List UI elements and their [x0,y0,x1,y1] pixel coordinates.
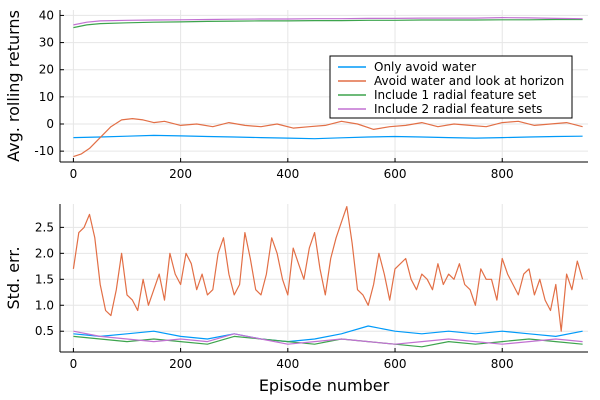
y-tick-label: 1.5 [35,272,54,286]
y-axis-label: Avg. rolling returns [4,10,23,162]
y-tick-label: 10 [39,90,54,104]
std-err-panel: 0 200 400 600 800 0.5 1.0 1.5 2.0 2.5 Std. err. Epi… [4,204,588,395]
x-tick-label: 400 [276,167,299,181]
x-tick-label: 800 [491,357,514,371]
y-tick-label: 40 [39,8,54,22]
series-line [73,118,583,158]
x-tick-label: 400 [276,357,299,371]
series-group [73,17,583,158]
series-line [73,325,583,343]
series-line [73,17,583,26]
series-line [73,330,583,345]
legend-box [329,55,573,119]
legend-label: Include 1 radial feature set [374,88,536,102]
x-tick-label: 0 [70,357,78,371]
legend-label: Only avoid water [374,60,476,74]
series-line [73,335,583,348]
y-tick-label: 2.0 [35,246,54,260]
x-tick-label: 800 [491,167,514,181]
y-tick-label: -10 [34,144,54,158]
series-line [72,206,584,332]
y-tick-label: 0 [46,117,54,131]
y-tick-label: 2.5 [35,220,54,234]
y-axis-label: Std. err. [4,246,23,309]
x-tick-label: 600 [384,167,407,181]
returns-panel: 0 200 400 600 800 -10 0 10 20 30 40 Avg. rolling re… [4,8,588,181]
series-group [72,206,584,348]
legend-label: Avoid water and look at horizon [374,74,564,88]
y-tick-label: 0.5 [35,324,54,338]
x-tick-label: 200 [169,167,192,181]
x-tick-label: 600 [384,357,407,371]
series-line [73,134,583,140]
legend-label: Include 2 radial feature sets [374,102,542,116]
y-tick-label: 20 [39,63,54,77]
y-tick-label: 30 [39,36,54,50]
x-tick-label: 0 [70,167,78,181]
x-axis-label: Episode number [259,376,390,395]
x-tick-label: 200 [169,357,192,371]
y-tick-label: 1.0 [35,298,54,312]
series-line [73,18,583,29]
